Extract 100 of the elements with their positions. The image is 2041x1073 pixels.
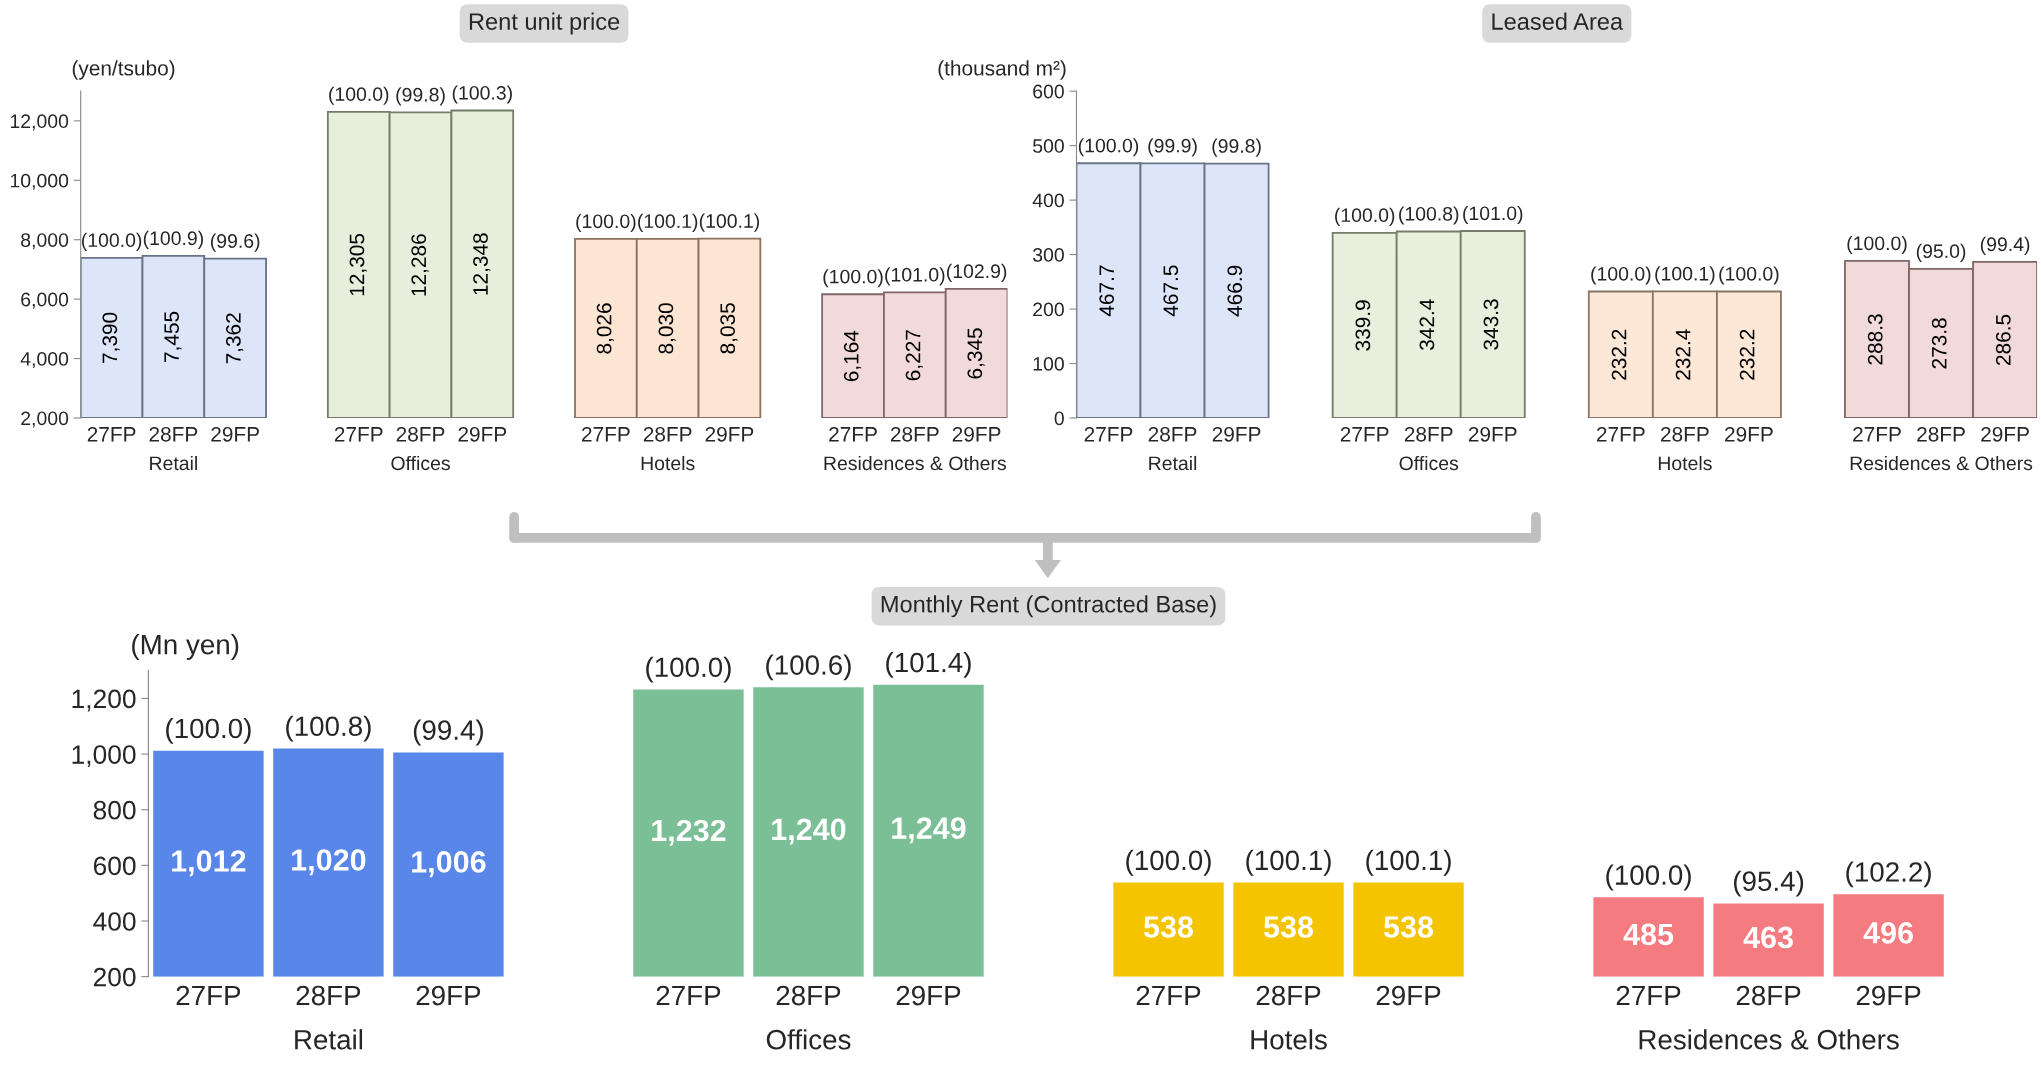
y-tick-label: 1,000 (72, 745, 136, 768)
annotation: (100.1) (1655, 266, 1715, 285)
data-label: 232.4 (1675, 329, 1691, 380)
data-label: 8,026 (596, 303, 614, 354)
y-tick-label: 600 (93, 856, 136, 876)
data-label: 12,305 (349, 233, 367, 296)
data-label: 12,286 (411, 234, 429, 296)
y-tick-label: 600 (1033, 84, 1064, 99)
annotation: (100.0) (1078, 138, 1139, 157)
annotation: (100.0) (1606, 864, 1691, 891)
annotation: (95.4) (1734, 870, 1804, 897)
data-label: 1,232 (652, 819, 726, 846)
y-axis-title: (thousand m²) (938, 60, 1066, 80)
x-tick-label: 28FP (1736, 985, 1801, 1006)
annotation: (99.8) (1212, 138, 1261, 157)
x-tick-label: 27FP (582, 426, 630, 442)
y-tick-label: 300 (1032, 248, 1064, 262)
y-tick-label: 200 (93, 967, 136, 987)
x-tick-label: 28FP (1661, 426, 1709, 442)
x-tick-label: 29FP (1981, 426, 2029, 442)
x-tick-label: 29FP (1856, 985, 1921, 1006)
x-tick-label: 29FP (416, 985, 481, 1006)
x-tick-label: 27FP (829, 426, 877, 442)
x-tick-label: 27FP (1340, 426, 1389, 442)
series-label: Offices (391, 455, 450, 471)
annotation: (100.0) (646, 656, 731, 683)
annotation: (99.4) (413, 719, 483, 746)
x-tick-label: 27FP (1084, 426, 1133, 442)
data-label: 7,455 (164, 311, 182, 362)
annotation: (100.0) (329, 86, 389, 105)
data-label: 339.9 (1355, 300, 1371, 351)
data-label: 467.5 (1163, 265, 1179, 317)
data-label: 6,345 (967, 328, 985, 379)
series-label: Residences & Others (1639, 1029, 1899, 1050)
data-label: 485 (1623, 923, 1674, 946)
y-tick-label: 0 (1054, 411, 1064, 426)
x-tick-label: 28FP (1148, 426, 1197, 442)
x-tick-label: 29FP (1212, 426, 1261, 442)
x-tick-label: 28FP (1256, 985, 1321, 1006)
x-tick-label: 27FP (176, 985, 241, 1006)
data-label: 8,035 (720, 303, 738, 354)
data-label: 1,249 (892, 817, 966, 844)
annotation: (100.1) (638, 213, 698, 232)
data-label: 463 (1743, 926, 1793, 949)
x-tick-label: 27FP (1596, 426, 1645, 442)
annotation: (100.0) (166, 717, 251, 744)
series-label: Retail (150, 455, 197, 471)
x-tick-label: 29FP (458, 426, 507, 442)
annotation: (99.9) (1148, 138, 1197, 157)
annotation: (100.3) (452, 85, 512, 104)
chart-title: Rent unit price (469, 12, 620, 35)
data-label: 7,390 (102, 312, 120, 363)
data-label: 496 (1863, 922, 1913, 944)
y-tick-label: 200 (1033, 302, 1064, 317)
annotation: (100.8) (286, 715, 371, 742)
annotation: (101.4) (886, 651, 971, 678)
x-tick-label: 29FP (211, 426, 259, 442)
y-tick-label: 12,000 (10, 114, 69, 131)
annotation: (100.1) (699, 213, 760, 232)
y-tick-label: 100 (1033, 356, 1064, 371)
annotation: (101.0) (1463, 205, 1523, 225)
y-tick-label: 500 (1033, 139, 1064, 153)
annotation: (100.0) (1126, 849, 1211, 876)
y-tick-label: 6,000 (21, 292, 69, 309)
data-label: 1,012 (172, 850, 246, 877)
data-label: 8,030 (658, 303, 676, 354)
annotation: (100.6) (766, 654, 851, 681)
series-label: Hotels (641, 455, 695, 471)
annotation: (95.0) (1916, 243, 1966, 262)
data-label: 342.4 (1419, 299, 1435, 351)
y-tick-label: 400 (1032, 193, 1064, 208)
y-tick-label: 2,000 (21, 411, 69, 428)
annotation: (100.0) (1847, 235, 1907, 254)
data-label: 538 (1143, 916, 1194, 938)
x-tick-label: 28FP (776, 985, 841, 1006)
y-tick-label: 8,000 (21, 233, 69, 250)
x-tick-label: 27FP (334, 426, 383, 442)
annotation: (100.0) (82, 232, 142, 251)
annotation: (100.0) (576, 213, 636, 232)
x-tick-label: 28FP (643, 426, 692, 442)
annotation: (100.0) (1591, 266, 1651, 285)
data-label: 6,227 (905, 330, 923, 381)
x-tick-label: 27FP (656, 985, 721, 1006)
y-tick-label: 400 (93, 912, 136, 931)
data-label: 12,348 (473, 233, 491, 295)
data-label: 1,006 (412, 851, 486, 878)
data-label: 232.2 (1611, 329, 1627, 380)
series-label: Hotels (1658, 455, 1712, 471)
x-tick-label: 27FP (1616, 985, 1681, 1006)
data-label: 466.9 (1227, 265, 1243, 317)
data-label: 1,020 (292, 849, 366, 876)
x-tick-label: 28FP (890, 426, 939, 442)
y-axis-title: (Mn yen) (132, 634, 239, 660)
annotation: (99.8) (396, 87, 445, 106)
annotation: (100.0) (1335, 207, 1395, 226)
x-tick-label: 29FP (952, 426, 1001, 442)
chart-title: Monthly Rent (Contracted Base) (881, 595, 1216, 618)
annotation: (102.9) (947, 263, 1007, 282)
series-label: Retail (295, 1029, 363, 1050)
y-tick-label: 4,000 (20, 352, 69, 369)
